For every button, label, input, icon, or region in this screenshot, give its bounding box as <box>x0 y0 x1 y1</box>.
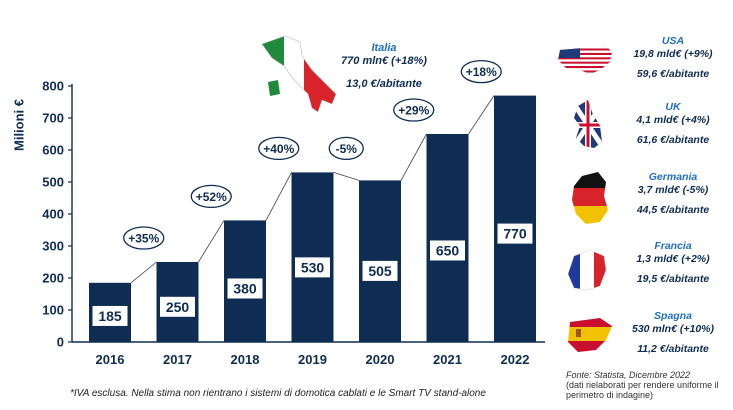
france-map-flag <box>567 249 607 291</box>
country-name: USA <box>661 35 685 47</box>
y-tick-label: 200 <box>42 271 64 286</box>
growth-label: +29% <box>398 104 429 118</box>
country-name: Francia <box>654 240 692 252</box>
y-tick-label: 500 <box>42 175 64 190</box>
source-line-1: Fonte: Statista, Dicembre 2022 <box>566 370 691 380</box>
growth-connector <box>400 133 427 181</box>
growth-connector <box>468 95 495 135</box>
growth-connector <box>265 172 292 221</box>
country-revenue: 1,3 mld€ (+2%) <box>636 253 710 265</box>
bar-value-box <box>92 305 128 326</box>
growth-label: +18% <box>466 65 497 79</box>
growth-label: +35% <box>128 232 159 246</box>
country-name: Germania <box>648 171 698 183</box>
growth-ellipse <box>258 136 300 161</box>
bar-value-label: 530 <box>301 259 325 275</box>
source-line-2: (dati rielaborati per rendere uniforme i… <box>566 380 719 400</box>
growth-ellipse <box>393 98 435 122</box>
italia-info: Italia 770 mln€ (+18%) 13,0 €/abitante <box>322 42 446 91</box>
x-tick-label: 2017 <box>163 352 192 367</box>
x-tick-label: 2021 <box>433 352 462 367</box>
growth-ellipse <box>460 59 502 84</box>
country-spagna: Spagna 530 mln€ (+10%) 11,2 €/abitante <box>552 310 732 370</box>
growth-connector <box>198 220 225 263</box>
country-name: Spagna <box>654 310 692 322</box>
bar-value-box <box>227 278 263 299</box>
footnote: *IVA esclusa. Nella stima non rientrano … <box>70 388 486 399</box>
y-tick-label: 100 <box>42 303 64 318</box>
x-tick-label: 2020 <box>366 352 395 367</box>
growth-label: +52% <box>196 190 227 204</box>
bar <box>426 134 469 342</box>
y-axis-title: Milioni € <box>4 95 34 155</box>
bar-value-label: 505 <box>368 263 392 279</box>
y-tick-label: 400 <box>42 207 64 222</box>
bar <box>291 172 334 342</box>
bar-value-label: 650 <box>436 242 460 258</box>
growth-connector <box>333 172 360 181</box>
country-revenue: 3,7 mld€ (-5%) <box>637 184 709 196</box>
italia-per-capita: 13,0 €/abitante <box>346 78 422 90</box>
country-revenue: 19,8 mld€ (+9%) <box>633 48 713 60</box>
x-axis: 2016 2017 2018 2019 2020 2021 2022 <box>96 352 530 367</box>
country-uk: UK 4,1 mld€ (+4%) 61,6 €/abitante <box>552 101 732 161</box>
country-per-capita: 11,2 €/abitante <box>637 343 709 355</box>
bar <box>494 95 536 342</box>
growth-connector <box>130 261 157 284</box>
y-tick-label: 600 <box>42 143 64 158</box>
country-francia: Francia 1,3 mld€ (+2%) 19,5 €/abitante <box>552 240 732 300</box>
country-name: UK <box>665 101 681 113</box>
y-tick-label: 700 <box>42 111 64 126</box>
italia-revenue: 770 mln€ (+18%) <box>341 55 427 67</box>
y-axis-title-text: Milioni € <box>11 99 27 151</box>
country-per-capita: 61,6 €/abitante <box>636 134 710 146</box>
country-per-capita: 19,5 €/abitante <box>636 273 710 285</box>
country-usa: USA 19,8 mld€ (+9%) 59,6 €/abitante <box>552 35 732 95</box>
bars-layer: 185 250 380 530 505 650 770 <box>89 95 536 342</box>
growth-ellipse <box>123 226 165 250</box>
y-tick-label: 0 <box>57 335 64 350</box>
country-revenue: 530 mln€ (+10%) <box>631 323 714 335</box>
y-tick-label: 800 <box>42 79 64 94</box>
country-revenue: 4,1 mld€ (+4%) <box>636 114 710 126</box>
x-tick-label: 2016 <box>96 352 125 367</box>
x-tick-label: 2018 <box>231 352 260 367</box>
x-tick-label: 2022 <box>501 352 530 367</box>
growth-label: -5% <box>336 142 358 156</box>
bar-value-box <box>430 240 465 261</box>
italia-name: Italia <box>371 42 397 54</box>
uk-map-flag <box>574 100 602 148</box>
x-tick-label: 2019 <box>298 352 327 367</box>
bar-value-box <box>160 296 195 317</box>
country-germania: Germania 3,7 mld€ (-5%) 44,5 €/abitante <box>552 171 732 231</box>
country-per-capita: 44,5 €/abitante <box>636 204 710 216</box>
bar-value-box <box>362 260 398 281</box>
bar-value-box <box>497 223 533 244</box>
country-per-capita: 59,6 €/abitante <box>636 68 710 80</box>
growth-labels-layer: +35% +52% +40% -5% +29% +18% <box>123 59 502 250</box>
spain-map-flag <box>568 318 612 352</box>
bar-value-label: 770 <box>503 226 527 242</box>
growth-ellipse <box>328 136 364 161</box>
source-note: Fonte: Statista, Dicembre 2022 (dati rie… <box>566 370 731 400</box>
bar-value-box <box>295 257 330 278</box>
bar-value-label: 380 <box>233 280 257 296</box>
growth-label: +40% <box>263 142 294 156</box>
bar-value-label: 250 <box>166 299 190 315</box>
growth-ellipse <box>190 184 232 209</box>
y-tick-label: 300 <box>42 239 64 254</box>
connectors-layer <box>130 95 495 284</box>
bar-value-label: 185 <box>98 308 122 324</box>
